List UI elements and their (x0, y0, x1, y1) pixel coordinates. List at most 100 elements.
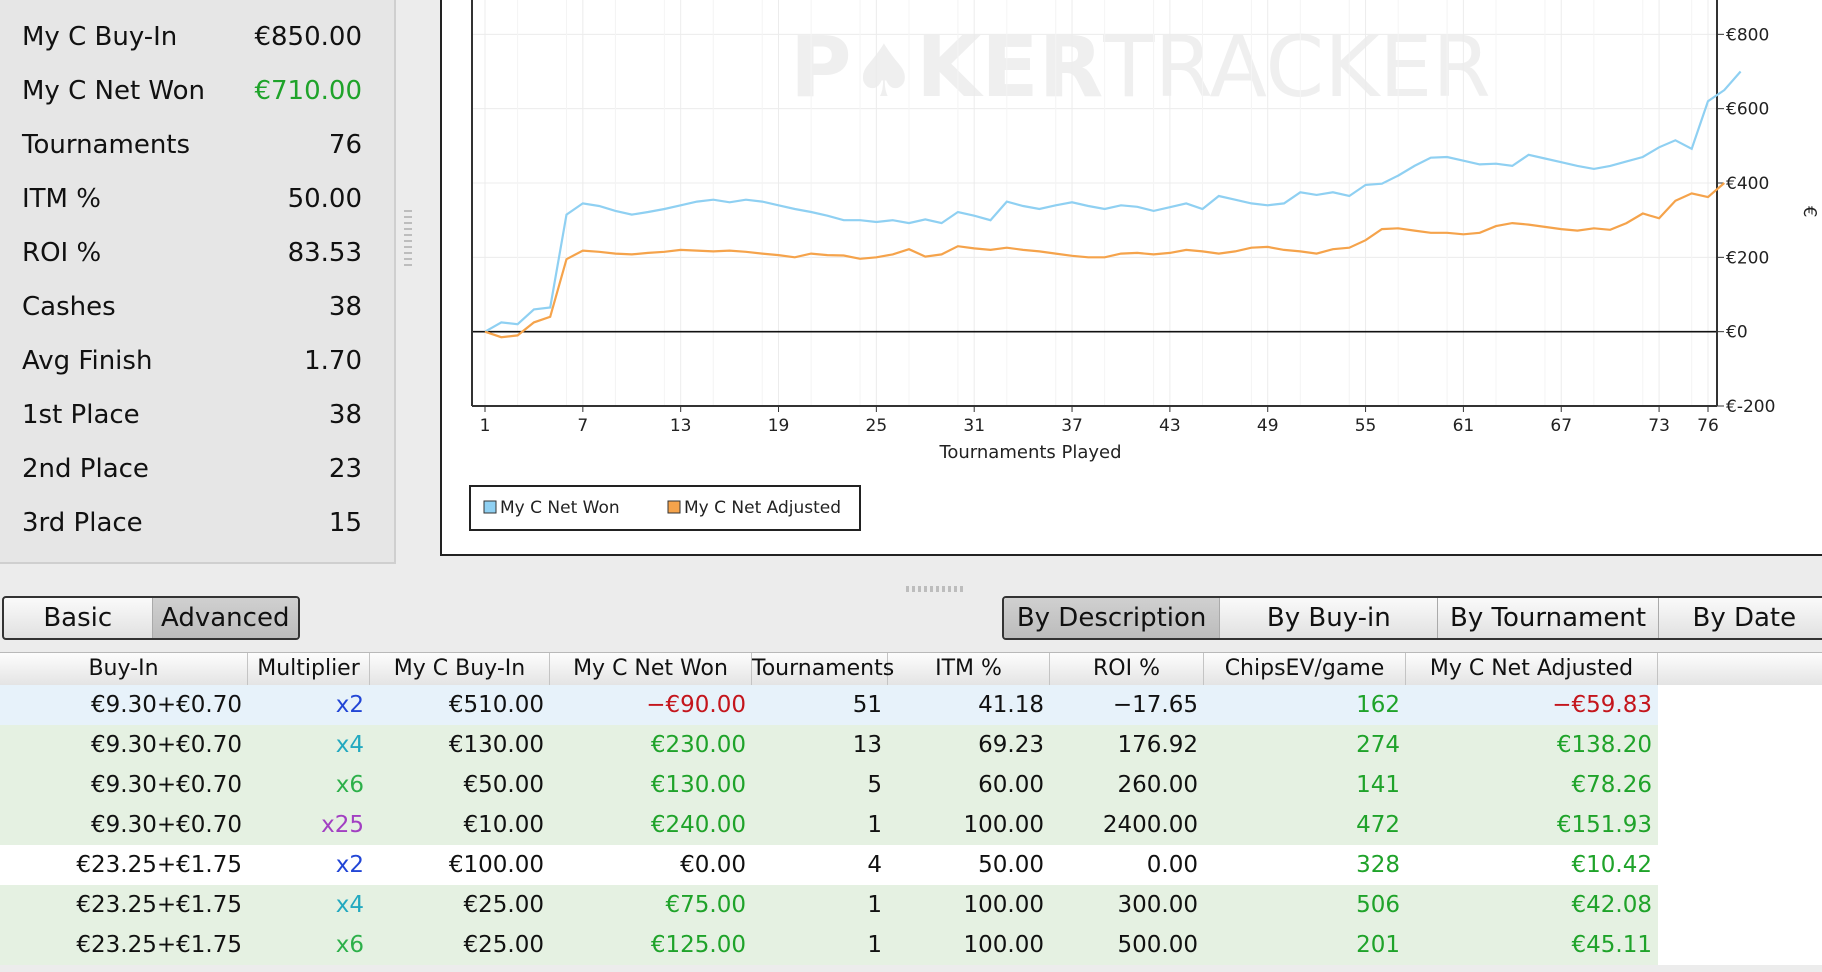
table-cell: −17.65 (1112, 692, 1198, 718)
table-cell: 100.00 (963, 812, 1044, 838)
table-cell: €130.00 (650, 772, 746, 798)
x-tick-label: 1 (480, 416, 491, 436)
column-header[interactable]: My C Net Won (550, 653, 752, 685)
stat-label: 2nd Place (22, 454, 149, 484)
stat-row: Tournaments 76 (22, 118, 362, 172)
tab-by-date[interactable]: By Date (1692, 603, 1797, 633)
tab-by-buy-in[interactable]: By Buy-in (1220, 598, 1439, 638)
table-cell: 300.00 (1117, 892, 1198, 918)
table-cell: x25 (321, 812, 364, 838)
stat-label: ROI % (22, 238, 102, 268)
y-tick-label: €800 (1726, 25, 1769, 45)
column-header[interactable]: My C Buy-In (370, 653, 550, 685)
stat-row: 3rd Place 15 (22, 496, 362, 550)
table-cell: 100.00 (963, 932, 1044, 958)
table-cell: 69.23 (978, 732, 1044, 758)
table-cell: 176.92 (1117, 732, 1198, 758)
table-cell: €10.42 (1571, 852, 1652, 878)
table-row[interactable]: €9.30+€0.70 x25 €10.00 €240.00 1 100.00 2400.0… (0, 805, 1822, 845)
table-cell: −€90.00 (646, 692, 746, 718)
y-tick-label: €600 (1726, 100, 1769, 120)
x-tick-label: 37 (1061, 416, 1083, 436)
tab-by-tournament[interactable]: By Tournament (1438, 598, 1659, 638)
stat-label: ITM % (22, 184, 101, 214)
tab-by-description[interactable]: By Description (1004, 598, 1221, 638)
table-cell: €138.20 (1556, 732, 1652, 758)
x-tick-label: 76 (1697, 416, 1719, 436)
stat-row: Cashes 38 (22, 280, 362, 334)
table-cell: €9.30+€0.70 (91, 812, 242, 838)
stat-value: 23 (328, 454, 362, 484)
tab-basic[interactable]: Basic (4, 598, 153, 638)
table-cell: €151.93 (1556, 812, 1652, 838)
stat-row: 1st Place 38 (22, 388, 362, 442)
series-line-net-won (484, 70, 1742, 333)
x-tick-label: 61 (1453, 416, 1475, 436)
table-row[interactable]: €9.30+€0.70 x2 €510.00 −€90.00 51 41.18 −17.65… (0, 685, 1822, 725)
x-tick-label: 7 (577, 416, 588, 436)
table-cell: €25.00 (463, 892, 544, 918)
stat-row: ITM % 50.00 (22, 172, 362, 226)
stat-value: 38 (328, 400, 362, 430)
tab-advanced[interactable]: Advanced (152, 598, 298, 638)
x-axis-title: Tournaments Played (938, 442, 1121, 463)
table-cell: 4 (867, 852, 882, 878)
stat-row: ROI % 83.53 (22, 226, 362, 280)
stat-label: 1st Place (22, 400, 140, 430)
table-cell: x2 (335, 852, 364, 878)
table-row[interactable]: €23.25+€1.75 x4 €25.00 €75.00 1 100.00 300.00 5… (0, 885, 1822, 925)
column-header[interactable]: Buy-In (0, 653, 248, 685)
vertical-splitter-handle[interactable] (404, 210, 412, 270)
legend-label: My C Net Won (500, 498, 620, 518)
column-header[interactable]: ROI % (1050, 653, 1204, 685)
table-cell: €230.00 (650, 732, 746, 758)
y-axis-unit-label: € (1799, 206, 1820, 217)
table-cell: x2 (335, 692, 364, 718)
table-cell: €100.00 (448, 852, 544, 878)
series-line-net-adjusted (484, 182, 1726, 339)
table-cell: €240.00 (650, 812, 746, 838)
x-tick-label: 73 (1648, 416, 1670, 436)
x-tick-label: 31 (963, 416, 985, 436)
horizontal-splitter-handle[interactable] (906, 586, 964, 592)
table-cell: €0.00 (680, 852, 746, 878)
stat-value: 38 (328, 292, 362, 322)
y-tick-label: €0 (1726, 323, 1748, 343)
table-cell: 0.00 (1146, 852, 1198, 878)
y-tick-label: €200 (1726, 248, 1769, 268)
stat-row: Avg Finish 1.70 (22, 334, 362, 388)
y-tick-label: €-200 (1726, 397, 1775, 417)
x-tick-label: 19 (768, 416, 790, 436)
table-cell: €45.11 (1571, 932, 1652, 958)
table-cell: 1 (867, 932, 882, 958)
table-cell: €75.00 (665, 892, 746, 918)
table-cell: €23.25+€1.75 (76, 892, 242, 918)
column-header[interactable]: Multiplier (248, 653, 370, 685)
table-cell: €23.25+€1.75 (76, 932, 242, 958)
column-header[interactable]: ITM % (888, 653, 1050, 685)
table-row[interactable]: €23.25+€1.75 x6 €25.00 €125.00 1 100.00 500.00… (0, 925, 1822, 965)
stat-value: €850.00 (254, 22, 362, 52)
table-cell: €42.08 (1571, 892, 1652, 918)
table-row[interactable]: €9.30+€0.70 x6 €50.00 €130.00 5 60.00 260.00 14… (0, 765, 1822, 805)
table-row[interactable]: €23.25+€1.75 x2 €100.00 €0.00 4 50.00 0.00 328 €… (0, 845, 1822, 885)
table-cell: 506 (1356, 892, 1400, 918)
stat-label: My C Net Won (22, 76, 205, 106)
stat-row: My C Buy-In €850.00 (22, 10, 362, 64)
table-cell: 500.00 (1117, 932, 1198, 958)
column-header[interactable]: ChipsEV/game (1204, 653, 1406, 685)
table-cell: €130.00 (448, 732, 544, 758)
table-cell: 5 (867, 772, 882, 798)
table-cell: 50.00 (978, 852, 1044, 878)
stat-row: 2nd Place 23 (22, 442, 362, 496)
table-cell: €9.30+€0.70 (91, 692, 242, 718)
table-row[interactable]: €9.30+€0.70 x4 €130.00 €230.00 13 69.23 176.92… (0, 725, 1822, 765)
column-header[interactable]: Tournaments (752, 653, 894, 685)
x-tick-label: 25 (866, 416, 888, 436)
table-cell: 162 (1356, 692, 1400, 718)
stat-value: €710.00 (254, 76, 362, 106)
stat-label: My C Buy-In (22, 22, 178, 52)
table-cell: €23.25+€1.75 (76, 852, 242, 878)
net-won-chart: P♠KERTRACKER 1 7 13 19 25 31 37 43 49 55 61 67 73 76 €-… (440, 0, 1822, 556)
column-header[interactable]: My C Net Adjusted (1406, 653, 1658, 685)
